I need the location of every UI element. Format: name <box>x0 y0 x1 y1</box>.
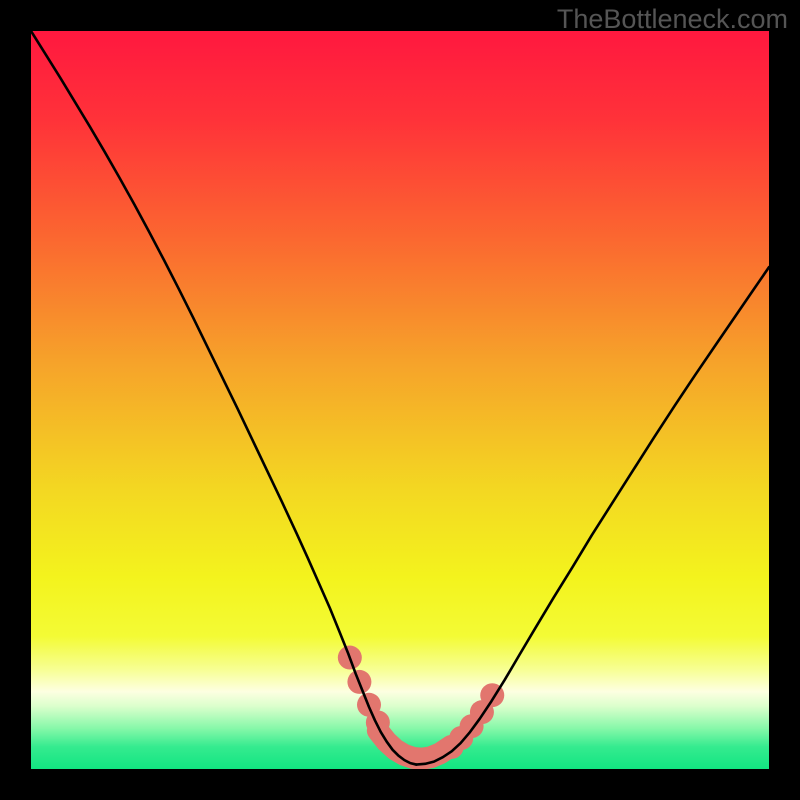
plot-area <box>31 31 769 769</box>
bottleneck-chart-svg <box>31 31 769 769</box>
chart-frame: TheBottleneck.com <box>0 0 800 800</box>
